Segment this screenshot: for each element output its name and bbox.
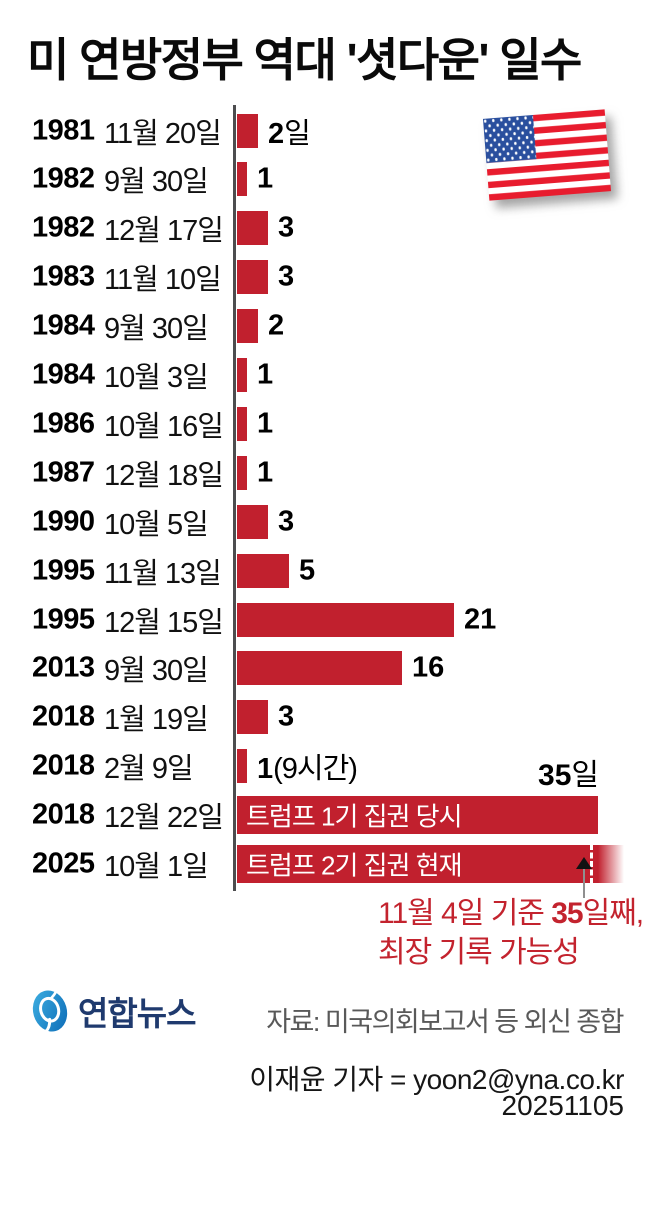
graphic-date: 20251105	[501, 1090, 625, 1121]
bar	[237, 358, 247, 392]
annotation-arrow-icon	[576, 857, 592, 869]
row-year: 1982	[32, 162, 95, 195]
chart-row: 1995 11월 13일 5	[0, 546, 650, 595]
row-date: 12월 15일	[104, 606, 224, 639]
bar	[237, 602, 454, 637]
row-date: 12월 18일	[104, 459, 224, 492]
row-date: 1월 19일	[104, 704, 209, 737]
bar	[237, 700, 268, 735]
chart-row: 1990 10월 5일 3	[0, 497, 650, 546]
annotation-line2: 최장 기록 가능성	[378, 936, 580, 969]
row-year: 1982	[32, 211, 95, 244]
bar	[237, 211, 268, 246]
bar-value-label: 1(9시간)	[257, 753, 358, 786]
row-date: 10월 1일	[104, 851, 209, 883]
page-title: 미 연방정부 역대 '셧다운' 일수	[27, 34, 582, 86]
bar-value-label: 2	[268, 309, 285, 342]
bar-inside-label: 트럼프 2기 집권 현재	[246, 850, 462, 881]
yonhap-logo-text: 연합뉴스	[78, 995, 196, 1032]
chart-row: 1987 12월 18일 1	[0, 448, 650, 497]
row-date: 10월 5일	[104, 508, 209, 541]
yonhap-logo: 연합뉴스	[29, 987, 196, 1035]
chart-row: 2018 1월 19일 3	[0, 693, 650, 742]
chart-row: 1983 11월 10일 3	[0, 253, 650, 302]
chart-row: 1995 12월 15일 21	[0, 595, 650, 644]
bar-value-label: 1	[257, 456, 274, 489]
bar-value-label: 5	[299, 554, 316, 587]
annotation-text: 11월 4일 기준 35일째, 최장 기록 가능성	[378, 894, 644, 972]
row-date: 12월 17일	[104, 215, 224, 248]
chart-row: 1982 12월 17일 3	[0, 204, 650, 253]
row-year: 1986	[32, 407, 95, 440]
bar-value-label: 16	[412, 651, 445, 684]
row-year: 2025	[32, 847, 95, 880]
bar-value-label: 2일	[268, 117, 311, 150]
yonhap-logo-icon	[32, 989, 68, 1034]
bar: 트럼프 1기 집권 당시	[237, 796, 598, 835]
row-date: 11월 20일	[104, 117, 222, 150]
row-date: 12월 22일	[104, 802, 224, 835]
row-year: 2018	[32, 700, 95, 733]
row-year: 1983	[32, 260, 95, 293]
chart-row: 2025 10월 1일 트럼프 2기 집권 현재	[0, 840, 650, 889]
bar	[237, 504, 268, 539]
max-days-unit: 일	[571, 759, 599, 792]
bar	[237, 260, 268, 295]
row-year: 1984	[32, 309, 95, 342]
bar	[237, 113, 258, 148]
row-date: 10월 16일	[104, 410, 224, 443]
row-date: 9월 30일	[104, 166, 209, 199]
chart-row: 2013 9월 30일 16	[0, 644, 650, 693]
reporter-byline: 이재윤 기자 = yoon2@yna.co.kr	[249, 1064, 624, 1095]
chart-row: 1984 10월 3일 1	[0, 351, 650, 400]
row-year: 1981	[32, 114, 95, 146]
row-date: 11월 13일	[104, 557, 222, 590]
bar-inside-label: 트럼프 1기 집권 당시	[246, 801, 462, 832]
bar	[237, 406, 247, 441]
row-year: 1995	[32, 554, 95, 587]
bar	[237, 651, 402, 686]
row-date: 2월 9일	[104, 753, 194, 786]
bar-value-label: 21	[464, 603, 497, 635]
bar	[237, 162, 247, 197]
row-date: 9월 30일	[104, 655, 209, 688]
chart-row: 1982 9월 30일 1	[0, 155, 650, 204]
chart-row: 2018 2월 9일 1(9시간)	[0, 742, 650, 791]
max-days-label: 35일	[538, 750, 599, 794]
bar	[237, 455, 247, 490]
bar-value-label: 1	[257, 358, 274, 391]
annotation-line1: 11월 4일 기준 35일째,	[378, 897, 644, 930]
bar	[237, 309, 258, 344]
row-year: 2018	[32, 749, 95, 782]
bar	[237, 553, 289, 588]
chart-row: 1981 11월 20일 2일	[0, 106, 650, 155]
bar: 트럼프 2기 집권 현재	[237, 844, 624, 884]
row-year: 2013	[32, 651, 95, 684]
row-date: 9월 30일	[104, 313, 209, 346]
bar-value-label: 1	[257, 162, 274, 195]
chart-row: 2018 12월 22일 트럼프 1기 집권 당시	[0, 791, 650, 840]
row-date: 11월 10일	[104, 264, 222, 297]
source-credit: 자료: 미국의회보고서 등 외신 종합	[266, 1007, 624, 1037]
bar-value-label: 3	[278, 700, 295, 733]
bar-value-label: 3	[278, 211, 295, 244]
row-year: 1990	[32, 505, 95, 538]
bar-value-label: 3	[278, 260, 295, 293]
max-days-number: 35	[538, 759, 572, 792]
annotation-arrow-stem	[583, 869, 585, 898]
chart-row: 1984 9월 30일 2	[0, 302, 650, 351]
row-year: 1984	[32, 358, 95, 391]
row-year: 1987	[32, 456, 95, 489]
chart-row: 1986 10월 16일 1	[0, 399, 650, 448]
row-year: 1995	[32, 603, 95, 635]
bar	[237, 749, 247, 784]
chart-axis-line	[233, 105, 236, 891]
bar-value-label: 3	[278, 505, 295, 538]
row-year: 2018	[32, 798, 95, 831]
us-flag-icon	[482, 109, 612, 201]
row-date: 10월 3일	[104, 362, 209, 394]
bar-value-label: 1	[257, 407, 274, 440]
